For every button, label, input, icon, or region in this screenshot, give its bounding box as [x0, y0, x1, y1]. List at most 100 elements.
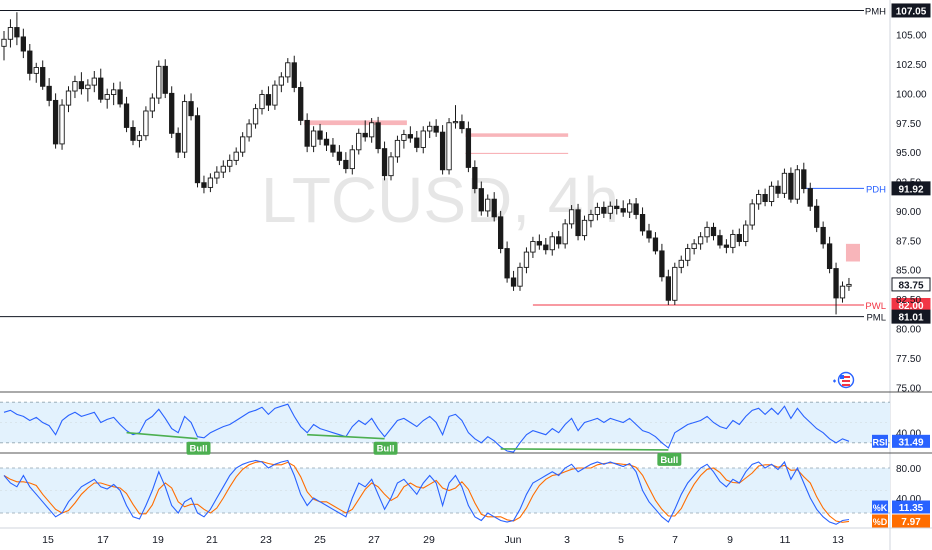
candle: [491, 192, 497, 222]
candle-body-up: [239, 136, 246, 153]
candle-body-up: [685, 248, 691, 261]
level-value-last: 83.75: [898, 280, 923, 291]
candle-body-up: [607, 205, 613, 214]
level-value-PWL: 82.00: [898, 301, 923, 312]
candle: [704, 221, 710, 243]
candle-body-down: [27, 50, 33, 74]
supply-zones: [304, 120, 860, 262]
candle: [743, 220, 749, 247]
candle: [768, 181, 775, 207]
candle-body-down: [117, 89, 123, 105]
candle-body-down: [414, 137, 420, 148]
candle-body-down: [52, 99, 59, 145]
candle-body-up: [7, 27, 14, 40]
price-tick-label: 85.00: [896, 266, 921, 277]
candle: [27, 43, 33, 81]
price-tick-label: 92.50: [896, 178, 921, 189]
candle: [794, 165, 801, 204]
candle-body-up: [581, 219, 588, 237]
candle: [446, 118, 452, 175]
candle: [710, 222, 717, 241]
candle-body-up: [246, 123, 252, 138]
price-candles[interactable]: [1, 12, 852, 315]
time-axis[interactable]: 15 17 19 21 23 25 27 29 Jun 3 5 7 9 11 13: [42, 534, 844, 546]
candle-body-up: [136, 135, 143, 141]
candle: [614, 199, 620, 215]
candle-body-up: [149, 97, 155, 112]
candle: [562, 219, 568, 249]
candle: [407, 126, 413, 143]
candle: [652, 232, 659, 255]
candle-body-up: [678, 259, 684, 268]
candle: [52, 93, 59, 149]
candle: [7, 19, 14, 48]
price-tick-label: 77.50: [896, 354, 921, 365]
candle-body-down: [162, 65, 168, 94]
candle-body-down: [188, 101, 194, 117]
price-axis[interactable]: 105.00 102.50 100.00 97.50 95.00 92.50 90.00 87…: [896, 31, 927, 395]
price-tick-label: 80.00: [896, 325, 921, 336]
candle: [239, 132, 246, 157]
candle-body-down: [820, 226, 826, 245]
candle-body-up: [749, 203, 755, 226]
stochastic-panel[interactable]: 80.00 40.00 %K 11.35 %D 7.97: [0, 459, 930, 529]
candle: [136, 130, 143, 148]
candle-body-down: [472, 166, 478, 190]
candle: [169, 86, 175, 139]
candle: [246, 119, 252, 142]
candle: [188, 93, 194, 121]
candle-body-up: [181, 101, 188, 153]
candle: [504, 241, 510, 283]
rsi-value-tag: [892, 434, 930, 448]
candle: [459, 114, 465, 134]
price-tick-label: 97.50: [896, 119, 921, 130]
candle-body-down: [381, 148, 388, 177]
candle-body-down: [291, 62, 297, 88]
candle-body-up: [588, 214, 594, 221]
candle: [272, 80, 278, 110]
us-flag-clock-icon[interactable]: [833, 371, 855, 389]
rsi-panel[interactable]: Bull Bull Bull 40.00 RSI 31.49: [0, 401, 930, 466]
stoch-series-value: 11.35: [899, 503, 924, 514]
time-tick-label: 27: [368, 534, 380, 546]
candle: [639, 207, 646, 236]
candle: [98, 68, 104, 103]
candle: [65, 86, 72, 113]
candle-body-down: [433, 125, 439, 133]
time-tick-label: 5: [618, 534, 624, 546]
candle: [697, 232, 704, 250]
candle: [665, 269, 672, 305]
candle: [820, 221, 826, 249]
candle: [807, 182, 813, 211]
candle: [14, 12, 20, 46]
candle: [801, 162, 807, 194]
candle-body-up: [704, 226, 710, 238]
bull-label-box: [657, 452, 682, 466]
candle: [104, 88, 110, 109]
candle: [601, 201, 607, 218]
candle-body-up: [452, 121, 459, 124]
time-tick-label: 13: [832, 534, 844, 546]
stoch-k-line: [3, 459, 850, 525]
candle-body-down: [123, 103, 130, 128]
candle: [530, 236, 536, 258]
candle: [517, 262, 523, 291]
candle: [207, 173, 214, 193]
candle: [298, 81, 304, 126]
candle-body-up: [768, 185, 775, 202]
candle-body-down: [343, 159, 349, 170]
candle-body-down: [78, 81, 85, 90]
candle-body-up: [485, 198, 491, 212]
candle-body-down: [362, 132, 368, 138]
candle-body-down: [298, 87, 304, 121]
candle: [20, 28, 26, 59]
candle: [201, 175, 207, 194]
candle: [498, 210, 504, 254]
level-tag-PML: [891, 309, 931, 324]
candle-body-down: [336, 151, 343, 161]
candle-body-down: [98, 77, 104, 100]
candle-body-down: [194, 115, 201, 184]
level-label-PML: PML: [866, 313, 886, 324]
